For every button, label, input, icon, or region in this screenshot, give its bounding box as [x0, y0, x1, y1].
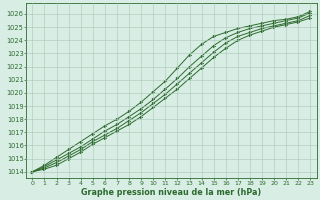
X-axis label: Graphe pression niveau de la mer (hPa): Graphe pression niveau de la mer (hPa)	[81, 188, 261, 197]
